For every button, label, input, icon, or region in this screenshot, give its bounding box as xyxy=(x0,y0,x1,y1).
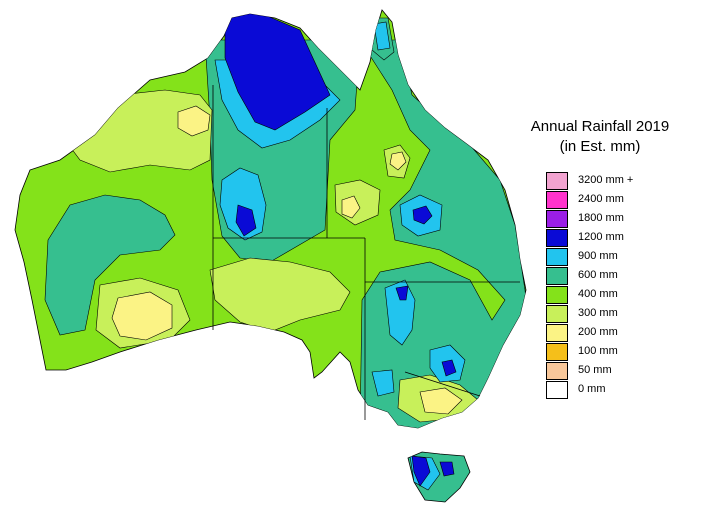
legend-swatch xyxy=(546,172,568,190)
legend-swatch xyxy=(546,362,568,380)
legend-label: 1200 mm xyxy=(578,231,624,243)
map-subtitle: (in Est. mm) xyxy=(559,138,641,155)
zone-900-sa xyxy=(384,279,416,346)
zone-200-nw xyxy=(177,105,211,137)
legend-label: 400 mm xyxy=(578,288,618,300)
legend-swatch xyxy=(546,305,568,323)
legend-label: 600 mm xyxy=(578,269,618,281)
zone-1200-tas2 xyxy=(439,461,455,477)
legend-swatch xyxy=(546,210,568,228)
legend-label: 50 mm xyxy=(578,364,612,376)
legend-label: 1800 mm xyxy=(578,212,624,224)
map-title: Annual Rainfall 2019 xyxy=(530,118,670,135)
zone-900-cape xyxy=(373,21,391,51)
legend-swatch xyxy=(546,248,568,266)
legend-label: 3200 mm + xyxy=(578,174,634,186)
legend-swatch xyxy=(546,381,568,399)
zone-1200-vic xyxy=(441,359,457,377)
zone-600-west xyxy=(44,194,176,336)
legend-swatch xyxy=(546,267,568,285)
legend-swatch xyxy=(546,229,568,247)
legend-swatch xyxy=(546,191,568,209)
legend-label: 300 mm xyxy=(578,307,618,319)
legend-swatch xyxy=(546,324,568,342)
legend-label: 200 mm xyxy=(578,326,618,338)
zone-300-centre xyxy=(209,257,351,333)
legend-swatch xyxy=(546,343,568,361)
zone-200-se xyxy=(419,387,463,415)
legend-label: 900 mm xyxy=(578,250,618,262)
legend-label: 2400 mm xyxy=(578,193,624,205)
zone-1200-qld xyxy=(412,205,433,225)
zone-200-qld xyxy=(341,195,361,219)
zone-200-sw xyxy=(111,291,173,341)
legend-swatch xyxy=(546,286,568,304)
zone-1200-nt xyxy=(235,204,257,237)
zone-1200-sa xyxy=(395,285,409,301)
legend-label: 0 mm xyxy=(578,383,606,395)
zone-1200-tas xyxy=(411,455,431,487)
zone-200-qld2 xyxy=(389,151,407,171)
legend-label: 100 mm xyxy=(578,345,618,357)
zone-900-se2 xyxy=(371,369,395,397)
state-borders xyxy=(212,85,520,420)
zone-1200-topend xyxy=(224,11,331,131)
